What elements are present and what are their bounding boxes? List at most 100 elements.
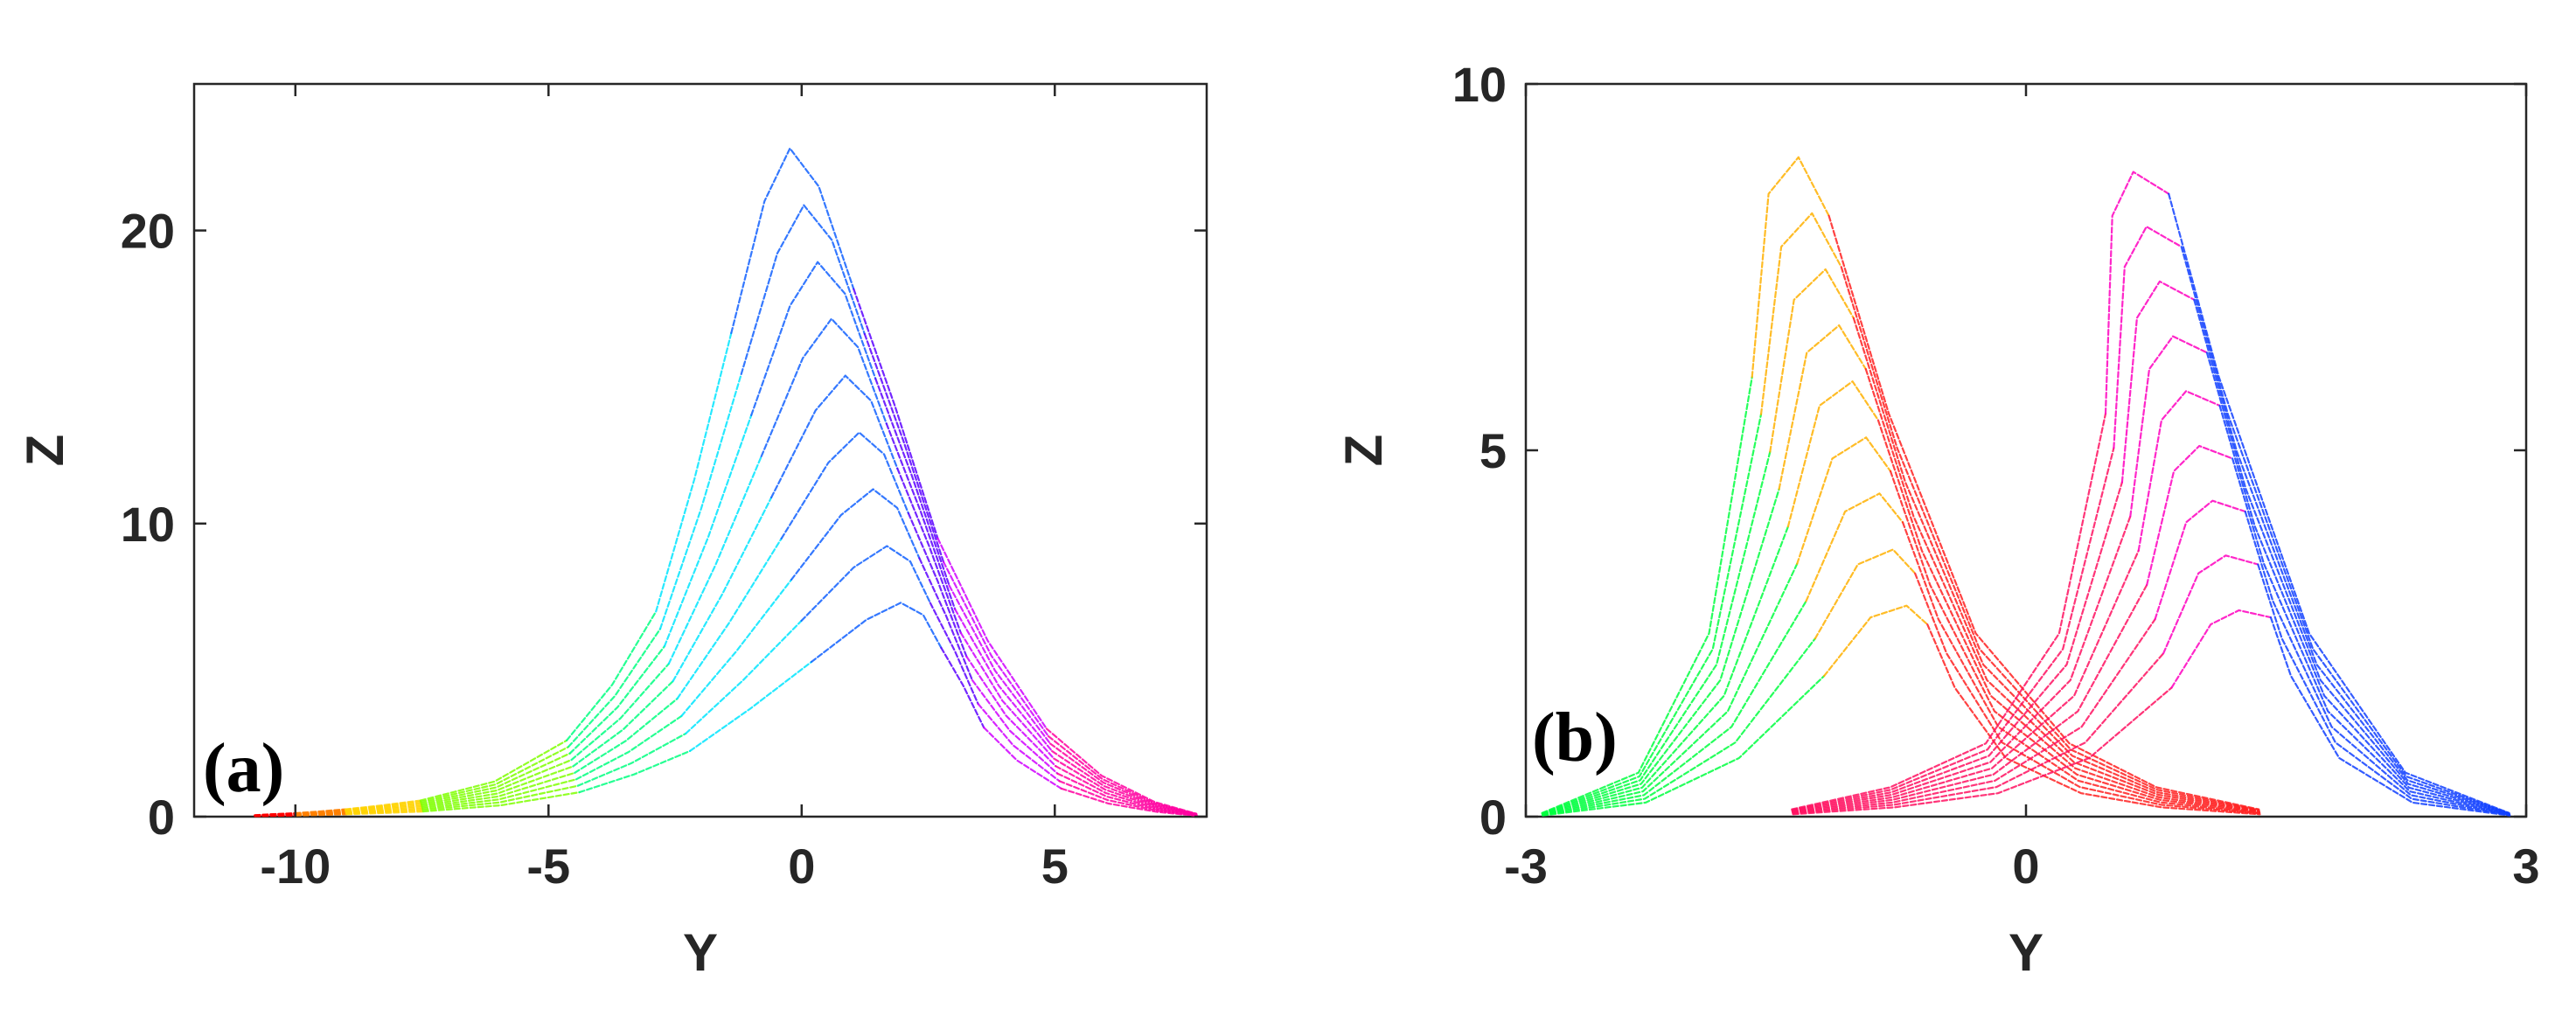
curve-bundle-b <box>1541 156 2511 817</box>
series-line <box>420 759 573 806</box>
panel-label: (a) <box>203 730 284 807</box>
series-line <box>907 512 968 658</box>
series-line <box>2244 510 2511 816</box>
series-line <box>658 372 742 630</box>
series-line <box>874 378 950 587</box>
series-line <box>780 431 909 540</box>
series-line <box>810 602 943 664</box>
series-line <box>2193 298 2510 815</box>
series-line <box>750 261 877 416</box>
series-line <box>2269 616 2511 817</box>
panel-label: (b) <box>1532 699 1618 776</box>
series-line <box>954 608 1054 753</box>
plot-frame-a <box>192 82 1208 818</box>
x-tick-label: 0 <box>2012 839 2039 894</box>
series-line <box>2168 192 2510 814</box>
series-line <box>572 680 674 768</box>
series-line <box>1541 450 1772 815</box>
series-line <box>1814 548 1917 640</box>
series-line <box>1542 600 1807 816</box>
series-line <box>1786 380 1879 528</box>
series-line <box>576 732 687 787</box>
series-line <box>1791 515 2132 812</box>
series-line <box>2180 246 2510 815</box>
series-line <box>863 332 945 563</box>
series-line <box>663 414 753 648</box>
series-line <box>971 679 1059 775</box>
series-line <box>2104 170 2170 415</box>
x-tick-label: -5 <box>526 839 570 894</box>
series-line <box>421 791 581 813</box>
series-line <box>770 374 899 499</box>
x-axis-label: Y <box>2009 923 2043 982</box>
series-line <box>1791 413 2107 811</box>
series-line <box>1047 734 1198 815</box>
curve-bundle-a <box>254 147 1198 818</box>
y-tick-label: 0 <box>1479 790 1507 845</box>
series-line <box>965 655 1057 768</box>
x-tick-label: -3 <box>1504 839 1548 894</box>
series-line <box>2137 390 2221 552</box>
series-line <box>689 660 813 752</box>
y-axis-label: Z <box>1334 435 1393 467</box>
series-line <box>680 578 793 718</box>
series-line <box>1060 787 1198 817</box>
series-line <box>940 646 985 729</box>
x-tick-label: 3 <box>2512 839 2539 894</box>
series-line <box>942 560 1050 738</box>
series-line <box>1045 727 1198 815</box>
series-line <box>1805 492 1904 602</box>
series-line <box>800 545 931 623</box>
series-line <box>676 537 783 700</box>
plot-frame-b <box>1524 82 2528 818</box>
series-line <box>929 602 979 706</box>
series-line <box>2205 351 2510 815</box>
series-line <box>672 496 773 683</box>
series-line <box>574 698 679 774</box>
series-line <box>948 584 1052 745</box>
series-line <box>419 739 568 802</box>
series-line <box>421 784 579 811</box>
series-line <box>295 813 348 817</box>
y-tick-label: 20 <box>121 204 175 259</box>
series-line <box>566 610 658 741</box>
series-line <box>1541 413 1763 815</box>
series-line <box>420 746 569 804</box>
series-line <box>655 331 733 613</box>
series-line <box>2113 226 2183 449</box>
series-line <box>421 771 576 809</box>
series-line <box>1792 618 2156 814</box>
y-tick-label: 10 <box>1452 57 1507 112</box>
series-line <box>1769 268 1855 453</box>
series-line <box>1759 212 1842 415</box>
series-line <box>730 147 855 334</box>
series-line <box>2170 609 2272 689</box>
chart-panel-a: -10 -5 0 5 0 10 20 Y Z (a) <box>16 82 1208 982</box>
series-line <box>2162 554 2259 655</box>
y-tick-label: 0 <box>148 790 175 845</box>
series-line <box>1791 549 2140 813</box>
series-line <box>1823 604 1929 678</box>
series-line <box>1792 686 2173 816</box>
series-line <box>2231 457 2511 816</box>
series-line <box>885 422 957 610</box>
series-line <box>1791 481 2123 812</box>
series-line <box>2146 444 2234 587</box>
series-line <box>570 663 670 762</box>
series-line <box>1541 488 1780 815</box>
series-line <box>420 752 571 804</box>
x-axis-label: Y <box>683 923 718 982</box>
series-line <box>1542 637 1816 817</box>
series-line <box>1542 675 1826 817</box>
y-axis-label: Z <box>16 435 74 467</box>
series-line <box>1796 436 1892 565</box>
series-line <box>1778 324 1867 491</box>
series-line <box>1751 156 1830 379</box>
series-line <box>1791 447 2115 811</box>
y-tick-label: 5 <box>1479 423 1507 478</box>
series-line <box>667 455 762 665</box>
y-tick-label: 10 <box>121 497 175 552</box>
series-line <box>574 714 683 781</box>
